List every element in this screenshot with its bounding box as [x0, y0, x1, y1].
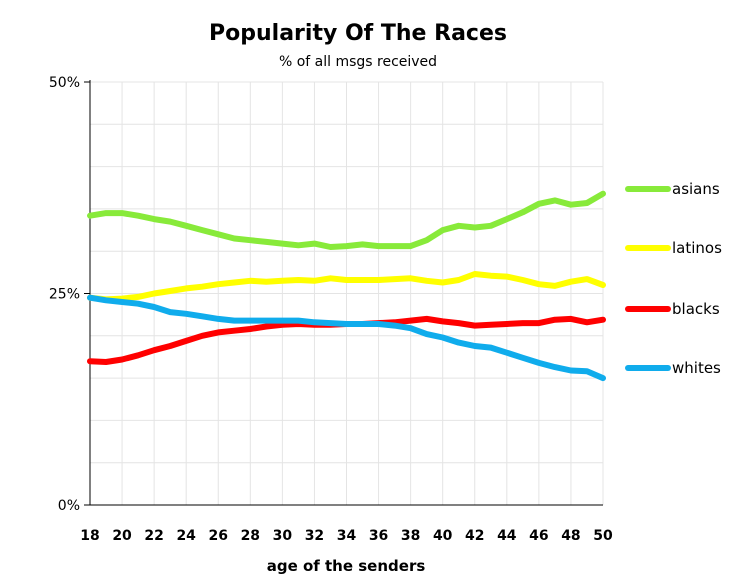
x-tick-label: 40	[433, 528, 453, 544]
axes	[84, 80, 603, 506]
x-tick-label: 28	[241, 528, 260, 544]
legend-label: blacks	[672, 300, 720, 318]
legend-item-whites: whites	[625, 359, 721, 377]
x-tick-label: 42	[465, 528, 484, 544]
x-tick-label: 30	[273, 528, 293, 544]
x-tick-label: 46	[529, 528, 548, 544]
x-tick-label: 18	[80, 528, 99, 544]
series-lines	[87, 190, 606, 382]
x-tick-label: 26	[209, 528, 228, 544]
x-tick-label: 34	[337, 528, 357, 544]
series-line-asians	[87, 190, 606, 250]
x-tick-label: 22	[144, 528, 163, 544]
y-tick-label: 50%	[49, 75, 80, 91]
y-tick-label: 0%	[58, 498, 80, 514]
series-line-latinos	[87, 271, 606, 303]
x-tick-label: 38	[401, 528, 420, 544]
legend-item-latinos: latinos	[625, 239, 722, 257]
chart-title: Popularity Of The Races	[209, 21, 507, 46]
legend-label: asians	[672, 180, 720, 198]
legend-label: whites	[672, 359, 721, 377]
x-axis-ticks: 18 20 22 24 26 28 30 32 34 36 38 40 42 44 46 48 50	[80, 528, 613, 544]
x-tick-label: 20	[112, 528, 132, 544]
y-axis-ticks: 0% 25% 50%	[49, 75, 80, 514]
y-tick-label: 25%	[49, 287, 80, 303]
legend-item-asians: asians	[625, 180, 720, 198]
x-tick-label: 24	[176, 528, 196, 544]
x-tick-label: 44	[497, 528, 517, 544]
x-tick-label: 32	[305, 528, 324, 544]
x-tick-label: 50	[593, 528, 613, 544]
x-axis-label: age of the senders	[267, 557, 426, 575]
chart-subtitle: % of all msgs received	[279, 54, 437, 70]
legend: asians latinos blacks whites	[625, 180, 722, 377]
x-tick-label: 36	[369, 528, 388, 544]
legend-item-blacks: blacks	[625, 300, 720, 318]
legend-label: latinos	[672, 239, 722, 257]
series-line-whites	[87, 294, 606, 382]
x-tick-label: 48	[561, 528, 580, 544]
grid	[90, 81, 604, 505]
